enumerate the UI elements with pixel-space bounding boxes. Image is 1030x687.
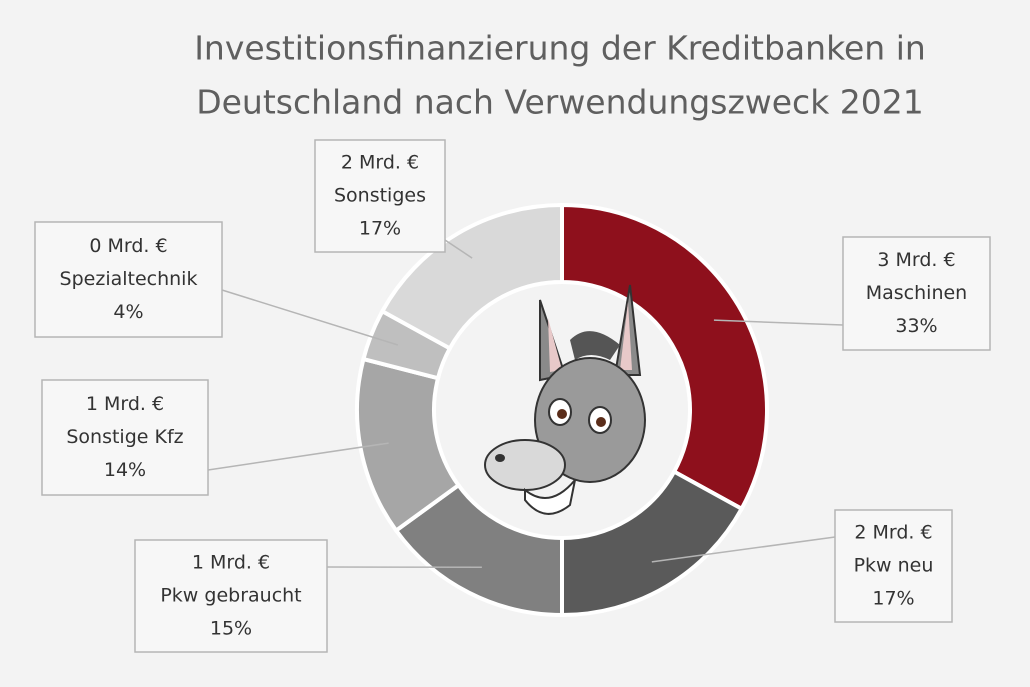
category-label: Sonstige Kfz	[66, 426, 183, 448]
callout-box	[34, 221, 223, 338]
amount-label: 0 Mrd. €	[89, 235, 167, 257]
donut-segment	[560, 202, 769, 512]
teeth	[524, 479, 576, 515]
muzzle	[484, 439, 566, 491]
amount-label: 1 Mrd. €	[192, 552, 270, 574]
amount-label: 1 Mrd. €	[86, 393, 164, 415]
value-label: 14%	[104, 459, 146, 481]
value-label: 17%	[359, 218, 401, 240]
value-label: 15%	[210, 618, 252, 640]
leader-line	[207, 442, 389, 471]
value-label: 4%	[113, 301, 143, 323]
category-label: Maschinen	[866, 282, 967, 304]
category-label: Sonstiges	[334, 185, 426, 207]
value-label: 17%	[872, 588, 914, 610]
category-label: Spezialtechnik	[60, 268, 198, 290]
callout-box	[842, 236, 991, 351]
amount-label: 3 Mrd. €	[877, 249, 955, 271]
donkey-illustration	[484, 284, 646, 515]
callout-box	[134, 539, 328, 653]
donut-segment	[379, 202, 564, 352]
amount-label: 2 Mrd. €	[854, 522, 932, 544]
chart-title: Investitionsfinanzierung der Kreditbanke…	[194, 29, 926, 68]
leader-line	[651, 536, 836, 563]
nostril	[495, 454, 505, 462]
leader-line	[221, 289, 399, 346]
ear-inner	[548, 318, 562, 372]
ear-inner	[620, 302, 632, 370]
donut	[355, 202, 769, 618]
amount-label: 2 Mrd. €	[341, 152, 419, 174]
callouts: 3 Mrd. € Maschinen 33% 2 Mrd. € Pkw neu 17% 1 …	[34, 139, 991, 653]
chart-title: Deutschland nach Verwendungszweck 2021	[196, 83, 924, 122]
callout-box	[314, 139, 446, 253]
callout-box	[41, 379, 209, 496]
value-label: 33%	[895, 315, 937, 337]
callout-box	[834, 509, 953, 623]
donut-segment	[560, 468, 745, 618]
pupil	[557, 409, 567, 419]
mane	[570, 331, 620, 360]
category-label: Pkw neu	[854, 555, 934, 577]
leader-line	[713, 319, 844, 326]
pupil	[596, 417, 606, 427]
category-label: Pkw gebraucht	[160, 585, 301, 607]
